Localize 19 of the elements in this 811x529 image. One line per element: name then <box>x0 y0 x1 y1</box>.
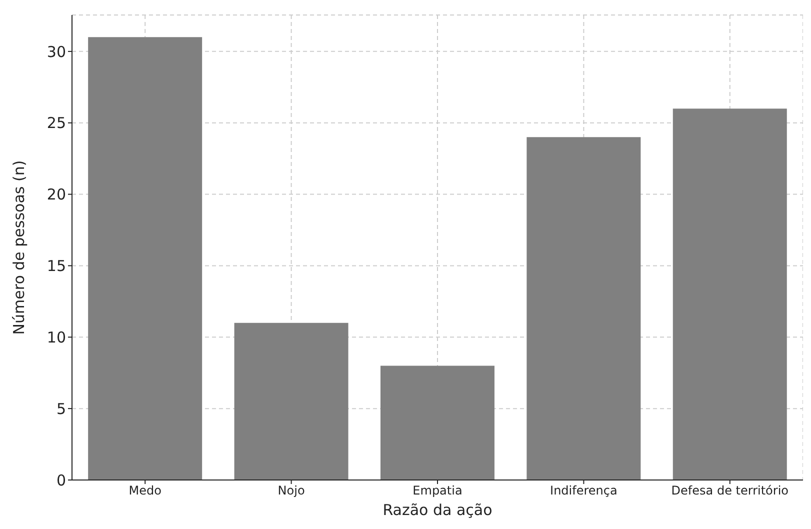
bar <box>672 108 787 480</box>
x-tick-label: Indiferença <box>550 484 618 498</box>
x-tick-label: Medo <box>128 484 162 498</box>
y-tick-label: 5 <box>56 400 66 418</box>
y-tick-label: 20 <box>46 186 66 204</box>
y-axis-title: Número de pessoas (n) <box>10 160 28 335</box>
y-tick-label: 0 <box>56 471 66 490</box>
bar <box>88 37 202 480</box>
bar <box>380 366 494 480</box>
x-tick-label: Defesa de território <box>671 484 788 498</box>
x-tick-label: Nojo <box>278 484 305 498</box>
x-axis-title: Razão da ação <box>382 501 492 519</box>
bar <box>234 322 348 480</box>
y-tick-label: 15 <box>46 257 66 276</box>
x-tick-label: Empatia <box>412 484 462 498</box>
y-tick-label: 10 <box>46 328 66 346</box>
y-tick-label: 25 <box>46 114 66 132</box>
y-tick-label: 30 <box>46 42 66 61</box>
bar <box>526 137 641 480</box>
